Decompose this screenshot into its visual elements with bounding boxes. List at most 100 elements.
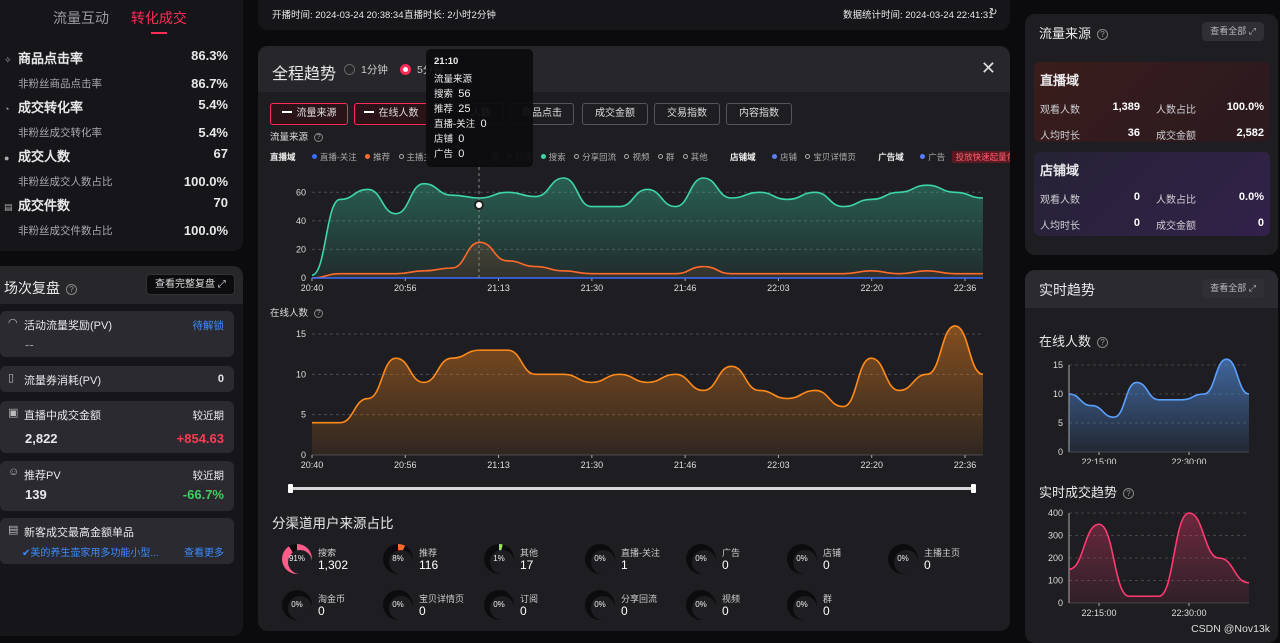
metric-sub-label: 非粉丝商品点击率 xyxy=(18,78,102,90)
source-name: 主播主页 xyxy=(924,548,961,558)
card-title: 新客成交最高金额单品 xyxy=(24,527,134,539)
x-tick-label: 21:30 xyxy=(581,460,604,470)
help-icon[interactable]: ? xyxy=(1097,337,1109,349)
metric-button-traffic[interactable]: 流量来源 xyxy=(270,103,348,125)
label: 成交金额 xyxy=(1156,131,1196,142)
source-name: 淘金币 xyxy=(318,594,346,604)
full-review-button[interactable]: 查看完整复盘 ⤢ xyxy=(146,274,235,295)
legend-dot xyxy=(657,154,663,159)
source-value: 0 xyxy=(924,558,931,572)
legend-item[interactable]: 店铺 xyxy=(780,152,798,162)
stat-time: 数据统计时间: 2024-03-24 22:41:31 xyxy=(843,10,994,21)
user-icon: ☺ xyxy=(8,466,20,478)
legend-item[interactable]: 广告 xyxy=(928,152,946,162)
y-tick-label: 0 xyxy=(1058,447,1063,457)
radio-circle xyxy=(400,64,411,75)
help-icon[interactable]: ? xyxy=(1123,488,1135,500)
traffic-source-chart[interactable]: 0 20 40 60 20:40 20:56 21:13 21:30 21:46 22:03 22:… xyxy=(258,161,1010,296)
button-label: 成交金额 xyxy=(595,108,635,119)
tooltip-title: 流量来源 xyxy=(434,74,473,85)
tab-traffic[interactable]: 流量互动 xyxy=(53,10,109,26)
legend-dot xyxy=(805,154,811,159)
x-tick-label: 22:15:00 xyxy=(1081,457,1116,464)
section-traffic-label: 流量来源? xyxy=(270,129,324,143)
metric-button-trade-index[interactable]: 交易指数 xyxy=(654,103,720,125)
y-tick-label: 100 xyxy=(1048,576,1063,586)
traffic-source-panel: 流量来源? 查看全部 ⤢ 直播域 观看人数 1,389 人数占比 100.0% … xyxy=(1025,14,1278,255)
range-slider[interactable] xyxy=(288,484,976,493)
legend-item[interactable]: 其他 xyxy=(690,152,708,162)
legend-item[interactable]: 群 xyxy=(665,152,675,162)
legend-dot xyxy=(311,154,317,159)
help-icon[interactable]: ? xyxy=(1097,29,1109,41)
share-ring: 8% xyxy=(383,544,413,574)
metric-button-content-index[interactable]: 内容指数 xyxy=(726,103,792,125)
watermark: CSDN @Nov13k xyxy=(1191,623,1270,635)
share-percent: 0% xyxy=(897,554,909,563)
source-share-item: 1% 其他 17 xyxy=(484,544,584,580)
legend-item[interactable]: 直播-关注 xyxy=(319,152,357,162)
conversion-icon: ◔ xyxy=(4,104,10,114)
radio-1min[interactable]: 1分钟 xyxy=(344,62,388,77)
help-icon[interactable]: ? xyxy=(314,308,324,318)
source-value: 1,302 xyxy=(318,558,349,572)
unlock-link[interactable]: 待解锁 xyxy=(192,320,225,332)
ring-hole xyxy=(490,550,514,574)
tooltip-row: 直播-关注 0 xyxy=(434,116,525,131)
legend-item[interactable]: 推荐 xyxy=(373,152,391,162)
x-tick-label: 22:15:00 xyxy=(1081,608,1116,618)
metric-button-online[interactable]: 在线人数 xyxy=(354,103,428,125)
tab-conversion[interactable]: 转化成交 xyxy=(130,10,187,26)
item-link[interactable]: ✔美的养生壶家用多功能小型... xyxy=(22,548,159,559)
realtime-online-chart[interactable]: 0 5 10 15 22:15:00 22:30:00 xyxy=(1025,354,1278,464)
title-text: 场次复盘 xyxy=(4,280,60,296)
metric-button-gmv[interactable]: 成交金额 xyxy=(582,103,648,125)
share-ring: 0% xyxy=(585,544,615,574)
tooltip-row: 推荐 25 xyxy=(434,101,525,116)
source-share-item: 0% 订阅 0 xyxy=(484,590,584,626)
start-time: 开播时间: 2024-03-24 20:38:34 xyxy=(272,10,404,21)
realtime-deal-chart[interactable]: 0 100 200 300 400 22:15:00 22:30:00 xyxy=(1025,504,1278,622)
help-icon[interactable]: ? xyxy=(314,132,324,142)
x-tick-label: 22:30:00 xyxy=(1171,608,1206,618)
view-all-button[interactable]: 查看全部 ⤢ xyxy=(1202,279,1264,298)
legend-item[interactable]: 搜索 xyxy=(548,152,566,162)
x-tick-label: 22:03 xyxy=(767,283,790,293)
value: 0 xyxy=(1133,191,1140,203)
y-tick-label: 5 xyxy=(301,410,306,420)
metric-click-rate: ✧ 商品点击率 86.3% 非粉丝商品点击率 86.7% xyxy=(4,48,228,91)
source-value: 17 xyxy=(520,558,534,572)
legend-item[interactable]: 视频 xyxy=(632,152,650,162)
series-line xyxy=(1068,358,1250,419)
more-link[interactable]: 查看更多 xyxy=(184,548,224,559)
share-percent: 0% xyxy=(493,600,505,609)
y-tick-label: 15 xyxy=(296,329,306,339)
share-ring: 0% xyxy=(787,544,817,574)
x-tick-label: 21:13 xyxy=(487,283,510,293)
source-share-item: 0% 视频 0 xyxy=(686,590,786,626)
share-ring: 0% xyxy=(383,590,413,620)
close-icon[interactable]: ✕ xyxy=(980,58,996,78)
metric-sub-value: 5.4% xyxy=(198,125,228,140)
recommend-pv-card: ☺ 推荐PV 较近期 139 -66.7% xyxy=(0,461,234,511)
view-all-button[interactable]: 查看全部 ⤢ xyxy=(1202,22,1264,41)
legend-group: 广告域 xyxy=(878,152,904,162)
realtime-trend-panel: 实时趋势 查看全部 ⤢ 在线人数? 0 5 10 15 22:15:00 22:30:00… xyxy=(1025,270,1278,643)
legend-item[interactable]: 主播主 xyxy=(406,152,433,162)
slider-handle-left[interactable] xyxy=(288,484,293,493)
metric-value: 70 xyxy=(213,195,228,210)
source-share-item: 0% 淘金币 0 xyxy=(282,590,382,626)
help-icon[interactable]: ? xyxy=(66,283,77,295)
source-name: 推荐 xyxy=(419,548,438,558)
refresh-icon[interactable]: ↻ xyxy=(989,7,998,18)
legend-item[interactable]: 宝贝详情页 xyxy=(813,152,856,162)
online-users-chart[interactable]: 0 5 10 15 20:40 20:56 21:13 21:30 21:46 22:03 22:2… xyxy=(258,318,1010,478)
x-tick-label: 21:46 xyxy=(674,460,697,470)
x-tick-label: 20:40 xyxy=(301,460,324,470)
share-ring: 1% xyxy=(484,544,514,574)
slider-handle-right[interactable] xyxy=(971,484,976,493)
ad-tag: 投放快速起量包 xyxy=(951,151,1010,163)
legend-item[interactable]: 分享回流 xyxy=(582,152,617,162)
label: 人均时长 xyxy=(1040,221,1080,232)
share-percent: 0% xyxy=(695,600,707,609)
